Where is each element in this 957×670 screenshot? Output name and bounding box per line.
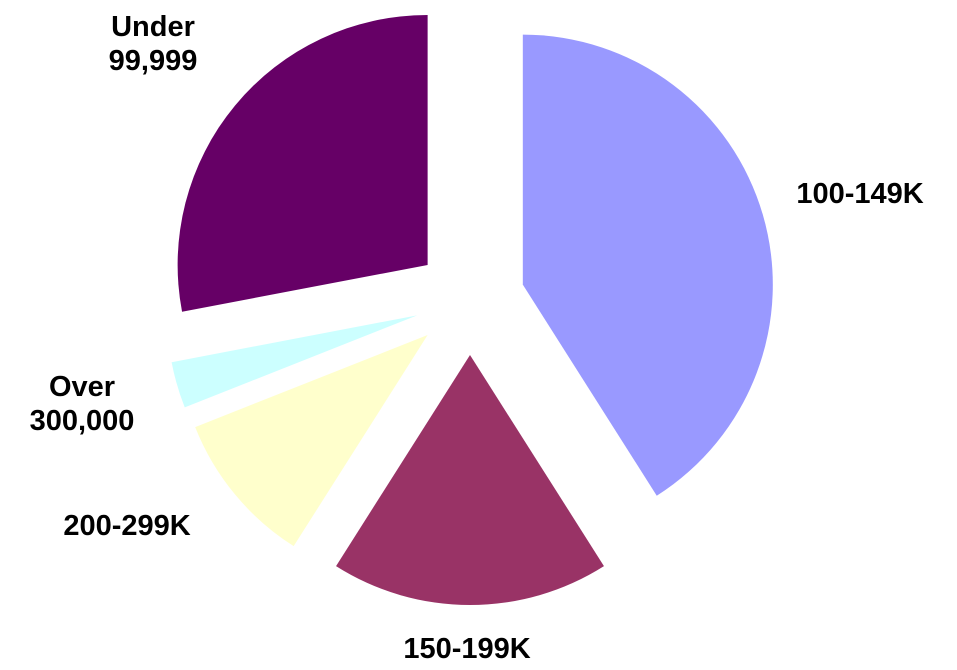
slice-label: Over 300,000 [30,371,135,437]
pie-slice [171,315,418,408]
slice-label: 150-199K [403,633,530,665]
pie-slice [195,335,428,547]
pie-slice [522,34,773,496]
slice-label: 200-299K [63,510,190,542]
slice-label: Under 99,999 [109,11,198,77]
pie-slice [336,355,604,605]
slice-label: 100-149K [796,178,923,210]
pie-slice [177,14,428,312]
